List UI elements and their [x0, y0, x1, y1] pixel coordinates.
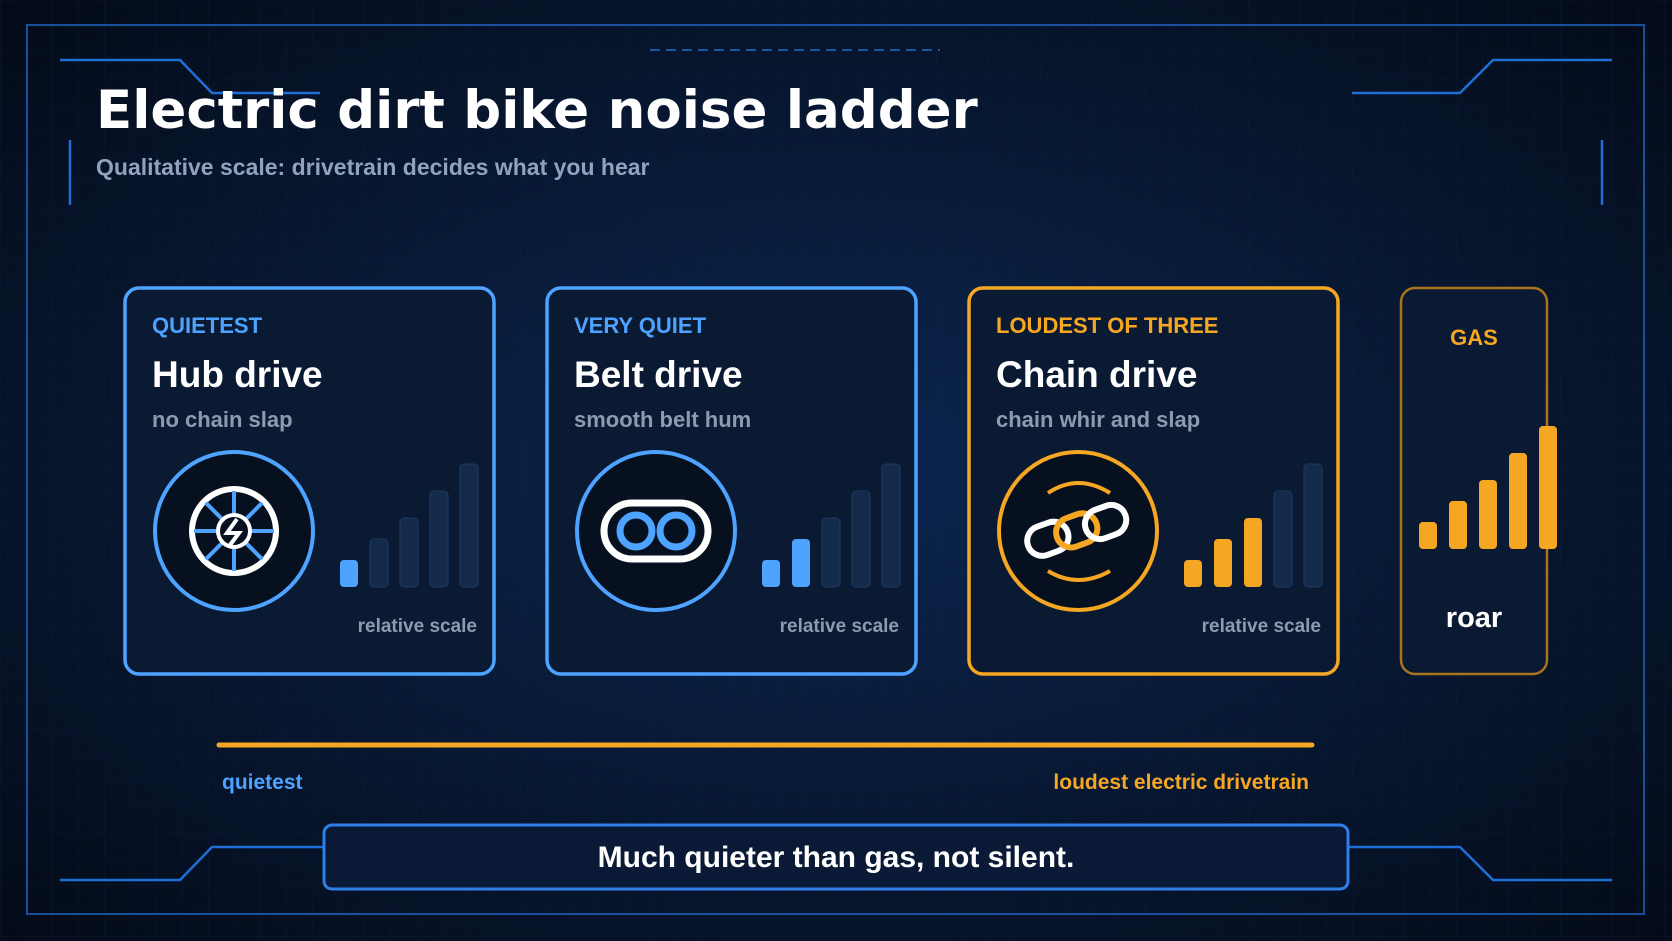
- icon-part: [204, 501, 226, 523]
- card-tag: VERY QUIET: [574, 313, 707, 338]
- icon-part: [1024, 518, 1072, 559]
- axis-end-label: loudest electric drivetrain: [1053, 771, 1309, 794]
- icon-part: [189, 486, 279, 576]
- level-bar: [1479, 480, 1497, 549]
- level-slot: [1303, 463, 1323, 588]
- level-slot: [1273, 490, 1293, 588]
- level-bar: [1244, 518, 1262, 587]
- level-slot: [821, 517, 841, 588]
- frame: [26, 24, 1645, 915]
- icon-part: [1046, 481, 1112, 582]
- axis-start-label: quietest: [222, 771, 303, 794]
- scale-label: relative scale: [780, 616, 899, 637]
- level-slot: [459, 463, 479, 588]
- level-bar: [1539, 426, 1557, 549]
- level-bar: [1184, 560, 1202, 587]
- level-slot: [429, 490, 449, 588]
- card: QUIETEST Hub drive no chain slap relative s…: [123, 286, 496, 676]
- icon-ring: [997, 450, 1159, 612]
- level-slot: [851, 490, 871, 588]
- footer-box: [322, 823, 1350, 891]
- level-bar: [792, 539, 810, 587]
- frame-decor: [60, 49, 1612, 882]
- level-bar: [340, 560, 358, 587]
- card-tag: QUIETEST: [152, 313, 263, 338]
- icon-part: [616, 511, 656, 551]
- card-tag: LOUDEST OF THREE: [996, 313, 1218, 338]
- card: VERY QUIET Belt drive smooth belt hum relat…: [545, 286, 918, 676]
- card-caption: no chain slap: [152, 407, 293, 432]
- card-title: Belt drive: [574, 354, 743, 395]
- icon-part: [1081, 501, 1130, 543]
- icon-part: [1053, 510, 1101, 551]
- card-caption: roar: [1446, 602, 1502, 634]
- card-caption: chain whir and slap: [996, 407, 1200, 432]
- icon-part: [204, 539, 226, 561]
- level-bar: [1449, 501, 1467, 549]
- scale-label: relative scale: [1202, 616, 1321, 637]
- card: LOUDEST OF THREE Chain drive chain whir an…: [967, 286, 1340, 676]
- card-tag: GAS: [1450, 325, 1498, 350]
- level-bar: [1419, 522, 1437, 549]
- card-title: Chain drive: [996, 354, 1198, 395]
- icon-part: [223, 517, 243, 547]
- gas-card: GAS roar: [1399, 286, 1557, 676]
- icon-part: [656, 511, 696, 551]
- level-bar: [1214, 539, 1232, 587]
- level-slot: [881, 463, 901, 588]
- icon-part: [242, 539, 264, 561]
- title: Electric dirt bike noise ladder: [96, 80, 978, 141]
- card-title: Hub drive: [152, 354, 323, 395]
- scale-label: relative scale: [358, 616, 477, 637]
- footer-text: Much quieter than gas, not silent.: [598, 841, 1075, 874]
- icon-ring: [575, 450, 737, 612]
- level-slot: [399, 517, 419, 588]
- level-bar: [1509, 453, 1527, 549]
- subtitle: Qualitative scale: drivetrain decides wh…: [96, 154, 650, 180]
- card-caption: smooth belt hum: [574, 407, 751, 432]
- level-bar: [762, 560, 780, 587]
- level-slot: [369, 538, 389, 588]
- icon-part: [242, 501, 264, 523]
- icon-part: [600, 499, 712, 563]
